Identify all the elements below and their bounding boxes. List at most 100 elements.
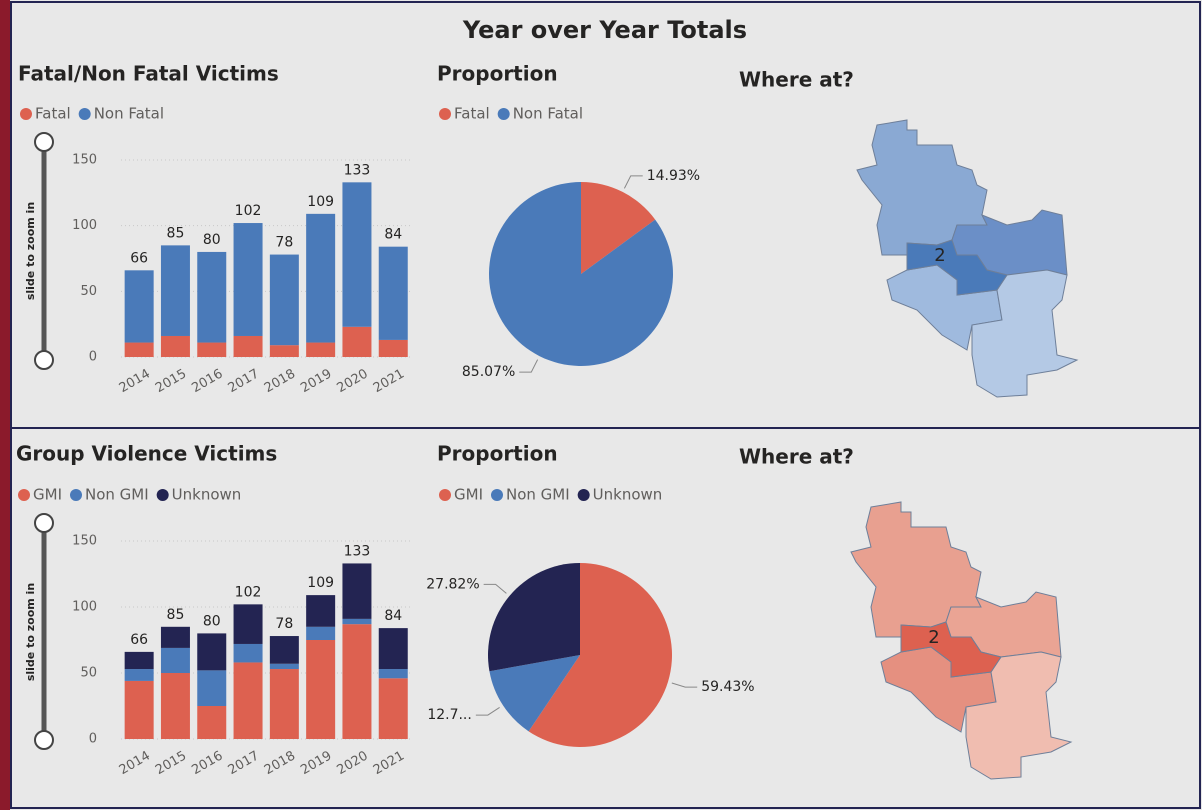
chart-title: Fatal/Non Fatal Victims — [18, 62, 279, 86]
district — [971, 269, 1079, 398]
leader-line — [475, 707, 500, 716]
page-title: Year over Year Totals — [462, 16, 747, 44]
district — [906, 239, 1008, 296]
legend-label: Non GMI — [85, 486, 149, 504]
pie-slice — [489, 655, 580, 732]
bar-segment — [378, 628, 408, 670]
leader-line — [483, 583, 507, 594]
slider-handle[interactable] — [34, 730, 54, 750]
data-label: 102 — [235, 584, 262, 600]
slider-handle[interactable] — [34, 132, 54, 152]
district — [965, 651, 1073, 780]
bar-segment — [269, 669, 299, 739]
maps: 22 — [850, 119, 1079, 780]
legend-marker — [491, 489, 503, 501]
bar-segment — [378, 246, 408, 340]
slider-handle[interactable] — [34, 513, 54, 533]
data-label: 59.43% — [701, 679, 754, 695]
data-label: 85 — [167, 225, 185, 241]
map-title: Where at? — [739, 445, 854, 469]
y-tick-label: 100 — [72, 218, 97, 233]
bar-segment — [233, 223, 263, 336]
side-stripe — [0, 0, 10, 810]
data-label: 14.93% — [647, 168, 700, 184]
bar-segment — [233, 604, 263, 644]
pie-slice — [528, 563, 672, 747]
district-label: 2 — [928, 627, 939, 648]
data-label: 66 — [130, 250, 148, 266]
leader-line — [623, 175, 643, 189]
bar-segment — [233, 335, 263, 357]
slider[interactable]: slide to zoom in — [24, 513, 54, 750]
chart-title: Proportion — [437, 442, 558, 466]
data-label: 85.07% — [462, 364, 515, 380]
legend-marker — [70, 489, 82, 501]
bar-segment — [160, 245, 190, 336]
bar-segment — [378, 678, 408, 739]
bar-segment — [124, 342, 154, 357]
map-title: Where at? — [739, 68, 854, 92]
bar-segment — [342, 618, 372, 625]
district-label: 2 — [934, 245, 945, 266]
legend-label: Non GMI — [506, 486, 570, 504]
legend-label: GMI — [454, 486, 483, 504]
bar-segment — [269, 254, 299, 346]
y-tick-label: 50 — [80, 666, 97, 681]
data-label: 85 — [167, 607, 185, 623]
data-label: 80 — [203, 232, 221, 248]
data-label: 80 — [203, 613, 221, 629]
bar-segment — [160, 673, 190, 739]
data-label: 12.7... — [427, 707, 472, 723]
legend-marker — [156, 489, 169, 501]
bar-segment — [306, 626, 336, 640]
legend-label: Fatal — [35, 105, 71, 123]
slider-label: slide to zoom in — [24, 202, 37, 300]
legend-marker — [20, 108, 32, 120]
bar-segment — [124, 270, 154, 343]
bar-segment — [124, 680, 154, 739]
pie-slice — [489, 182, 673, 366]
legend-marker — [497, 108, 510, 120]
legend-label: Fatal — [454, 105, 490, 123]
frame — [10, 1, 1201, 809]
legend-label: Non Fatal — [513, 105, 583, 123]
bar-segment — [342, 182, 372, 327]
legend-marker — [78, 108, 91, 120]
data-label: 84 — [384, 608, 402, 624]
data-label: 27.82% — [426, 576, 479, 592]
slider[interactable]: slide to zoom in — [24, 132, 54, 370]
data-label: 133 — [344, 543, 371, 559]
bar-segment — [197, 342, 227, 357]
legend-marker — [18, 489, 30, 501]
y-tick-label: 150 — [72, 153, 97, 168]
bar-segment — [342, 326, 372, 357]
bar-segment — [197, 633, 227, 671]
data-label: 78 — [275, 616, 293, 632]
leader-line — [671, 682, 698, 688]
district — [900, 621, 1002, 678]
bar-segment — [342, 563, 372, 619]
bar-segment — [378, 669, 408, 679]
slider-handle[interactable] — [34, 350, 54, 370]
y-tick-label: 150 — [72, 534, 97, 549]
bar-segment — [124, 651, 154, 670]
bar-segment — [233, 643, 263, 663]
bar-segment — [306, 595, 336, 627]
legend-label: Non Fatal — [94, 105, 164, 123]
bar-segment — [160, 626, 190, 648]
y-tick-label: 50 — [80, 284, 97, 299]
legend-label: Unknown — [593, 486, 663, 504]
legend-label: Unknown — [172, 486, 242, 504]
legend-marker — [439, 108, 451, 120]
bar-segment — [160, 335, 190, 357]
data-label: 133 — [344, 162, 371, 178]
legend-marker — [577, 489, 590, 501]
bar-segment — [124, 669, 154, 681]
bar-segment — [306, 640, 336, 739]
bar-segment — [269, 345, 299, 357]
bar-segment — [342, 624, 372, 739]
bar-segment — [306, 213, 336, 343]
bar-segment — [197, 251, 227, 343]
